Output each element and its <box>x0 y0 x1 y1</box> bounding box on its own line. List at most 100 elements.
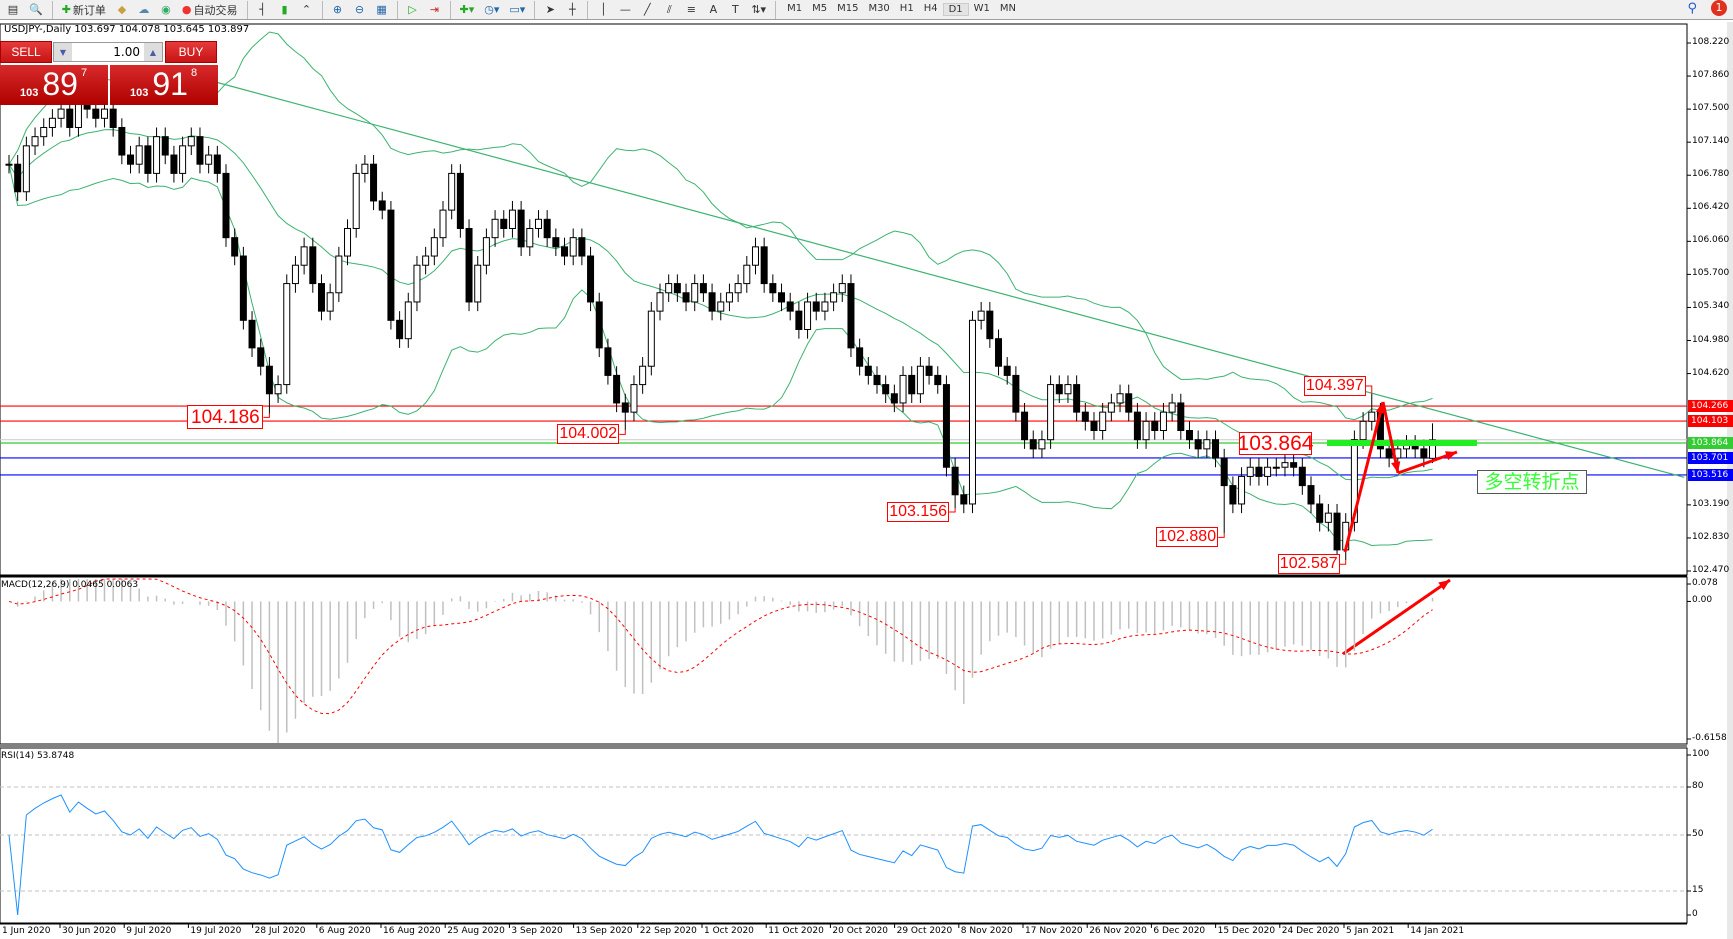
note-label: 多空转折点 <box>1477 470 1587 494</box>
buy-price[interactable]: 103 91 8 <box>110 65 218 105</box>
macd-axis-label: 0.00 <box>1692 595 1713 606</box>
level-tag: 103.516 <box>1688 468 1733 481</box>
notification-badge[interactable]: 1 <box>1711 0 1727 16</box>
lot-value[interactable]: 1.00 <box>113 45 140 59</box>
fibonacci-icon[interactable]: ≡ <box>686 3 696 16</box>
arrow-down <box>1381 401 1400 474</box>
candle-body <box>1090 420 1098 432</box>
zoom-in-icon[interactable]: ⊕ <box>332 3 343 16</box>
candle-body <box>439 209 447 239</box>
timeframe-mn[interactable]: MN <box>999 3 1016 14</box>
signals-icon[interactable]: ◉ <box>161 3 171 16</box>
rsi-axis-label: 0 <box>1692 909 1698 919</box>
candle-body <box>1021 411 1029 441</box>
date-label: 11 Oct 2020 <box>768 926 824 936</box>
timeframe-w1[interactable]: W1 <box>973 3 990 14</box>
price-label: 107.140 <box>1692 136 1730 147</box>
crosshair-icon[interactable]: ┼ <box>569 3 576 16</box>
chart-shift-icon[interactable]: ⇥ <box>429 3 440 16</box>
text-icon[interactable]: A <box>709 3 718 16</box>
candle-body <box>1255 466 1263 477</box>
search-icon[interactable]: ⚲ <box>1687 1 1697 16</box>
bar-chart-icon[interactable]: ┤ <box>259 3 266 16</box>
candle-body <box>1116 393 1124 404</box>
periods-icon[interactable]: ◷▾ <box>484 3 500 16</box>
candle-body <box>838 283 846 294</box>
sell-price[interactable]: 103 89 7 <box>0 65 108 105</box>
timeframe-m5[interactable]: M5 <box>812 3 828 14</box>
timeframe-m15[interactable]: M15 <box>837 3 859 14</box>
price-label: 108.220 <box>1692 37 1730 47</box>
annotation-leader <box>1365 385 1373 395</box>
candle-body <box>951 466 959 496</box>
separator <box>321 0 323 19</box>
auto-scroll-icon[interactable]: ▷ <box>408 3 417 16</box>
candle-body <box>656 292 664 312</box>
market-icon[interactable]: ☁ <box>138 3 150 16</box>
trendline-icon[interactable]: ╱ <box>644 3 651 16</box>
price-annotation-large: 103.864 <box>1237 432 1314 455</box>
metaeditor-icon[interactable]: ◆ <box>117 3 127 16</box>
candle-body <box>231 237 239 257</box>
macd-arrow-head <box>1438 580 1450 591</box>
candle-body <box>1333 512 1341 551</box>
candle-body <box>500 218 508 229</box>
timeframe-h4[interactable]: H4 <box>923 3 938 14</box>
candle-body <box>213 154 221 174</box>
auto-trading-button[interactable]: ● 自动交易 <box>179 1 241 19</box>
vertical-line-icon[interactable]: │ <box>600 3 607 16</box>
timeframe-m1[interactable]: M1 <box>787 3 803 14</box>
candle-body <box>526 227 534 248</box>
auto-trading-label: 自动交易 <box>193 3 238 17</box>
cursor-icon[interactable]: ➤ <box>545 3 555 16</box>
text-label-icon[interactable]: T <box>731 3 739 16</box>
candle-body <box>465 227 473 303</box>
horizontal-line-icon[interactable]: — <box>619 3 631 16</box>
trendline <box>217 81 1685 478</box>
candle-body <box>630 384 638 413</box>
indicators-icon[interactable]: ✚▾ <box>459 3 475 16</box>
line-chart-icon[interactable]: ⌃ <box>301 3 312 16</box>
candle-body <box>769 283 777 294</box>
candle-body <box>639 365 647 386</box>
lot-decrease-button[interactable]: ▼ <box>54 43 72 61</box>
price-label: 106.780 <box>1692 169 1730 180</box>
templates-icon[interactable]: ▭▾ <box>509 3 526 16</box>
candle-body <box>482 237 490 266</box>
date-label: 17 Nov 2020 <box>1025 926 1083 936</box>
annotation-leader <box>263 413 270 418</box>
lot-input[interactable]: ▼ 1.00 ▲ <box>53 42 163 62</box>
zoom-out-icon[interactable]: ⊖ <box>354 3 365 16</box>
timeframe-d1[interactable]: D1 <box>942 3 969 16</box>
timeframe-bar: M1 M5 M15 M30 H1 H4 D1 W1 MN <box>782 3 1021 16</box>
candle-body <box>118 126 126 156</box>
timeframe-m30[interactable]: M30 <box>868 3 890 14</box>
candle-body <box>1107 402 1115 413</box>
candle-body <box>66 108 74 128</box>
candle-body <box>179 145 187 174</box>
macd-axis-label: 0.078 <box>1692 578 1718 588</box>
candle-body <box>109 108 117 128</box>
equidistant-channel-icon[interactable]: ⫽ <box>666 2 672 16</box>
candle-body <box>161 136 169 156</box>
new-order-button[interactable]: ✚ 新订单 <box>59 1 109 19</box>
lot-increase-button[interactable]: ▲ <box>144 43 162 61</box>
candle-body <box>1298 466 1306 487</box>
candle-body <box>239 255 247 321</box>
arrows-icon[interactable]: ⇅▾ <box>751 3 767 16</box>
price-label: 104.620 <box>1692 367 1730 378</box>
buy-button[interactable]: BUY <box>165 41 217 63</box>
candlestick-icon[interactable]: ▮ <box>281 3 288 16</box>
sell-button[interactable]: SELL <box>0 41 52 63</box>
candle-body <box>326 292 334 312</box>
candle-body <box>57 108 65 119</box>
chart-properties-icon[interactable]: ▤ <box>7 3 19 16</box>
tile-windows-icon[interactable]: ▦ <box>376 3 387 16</box>
price-label: 102.830 <box>1692 531 1730 542</box>
timeframe-h1[interactable]: H1 <box>899 3 914 14</box>
date-label: 16 Aug 2020 <box>383 926 441 936</box>
rsi-axis-label: 50 <box>1692 829 1704 839</box>
candle-body <box>717 301 725 312</box>
zoom-window-icon[interactable]: 🔍 <box>29 3 43 16</box>
